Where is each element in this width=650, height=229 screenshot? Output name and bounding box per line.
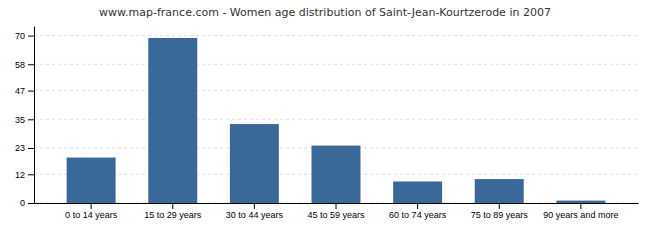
tick-mark [417, 203, 418, 209]
grid-line [34, 35, 638, 36]
tick-label: 35 [15, 115, 25, 125]
grid [34, 36, 638, 203]
tick-mark [28, 148, 34, 149]
axis-line [34, 27, 35, 204]
tick-mark [336, 203, 337, 209]
tick: 60 to 74 years [389, 203, 447, 220]
tick: 23 [15, 143, 34, 153]
tick-label: 23 [15, 143, 25, 153]
bar [556, 201, 605, 203]
tick-mark [172, 203, 173, 209]
grid-line [34, 90, 638, 91]
tick-mark [28, 119, 34, 120]
tick: 0 to 14 years [65, 203, 118, 220]
tick: 90 years and more [543, 203, 618, 220]
grid-line [34, 64, 638, 65]
bar [67, 158, 116, 203]
tick-label: 70 [15, 31, 25, 41]
bar [312, 146, 361, 203]
tick-mark [580, 203, 581, 209]
tick-label: 45 to 59 years [307, 210, 365, 220]
tick-label: 15 to 29 years [144, 210, 202, 220]
tick-label: 60 to 74 years [389, 210, 447, 220]
tick-label: 30 to 44 years [226, 210, 284, 220]
tick: 30 to 44 years [226, 203, 284, 220]
tick-label: 58 [15, 60, 25, 70]
tick-mark [499, 203, 500, 209]
tick: 12 [15, 170, 34, 180]
bar [230, 124, 279, 203]
tick: 58 [15, 60, 34, 70]
tick-label: 47 [15, 86, 25, 96]
tick: 45 to 59 years [307, 203, 365, 220]
bar [475, 179, 524, 203]
tick-mark [28, 174, 34, 175]
tick-label: 90 years and more [543, 210, 618, 220]
bars [67, 38, 606, 203]
tick: 47 [15, 86, 34, 96]
tick-mark [254, 203, 255, 209]
tick-label: 75 to 89 years [471, 210, 529, 220]
bar [393, 181, 442, 203]
tick-label: 0 [20, 198, 25, 208]
chart: www.map-france.com - Women age distribut… [0, 0, 650, 229]
grid-line [34, 119, 638, 120]
bar [148, 38, 197, 203]
y-axis: 0 12 23 35 47 58 70 [15, 27, 35, 209]
tick: 0 [20, 198, 34, 208]
tick: 70 [15, 31, 34, 41]
tick-label: 0 to 14 years [65, 210, 118, 220]
tick-mark [28, 64, 34, 65]
tick-mark [28, 91, 34, 92]
x-axis: 0 to 14 years 15 to 29 years 30 to 44 year… [35, 203, 639, 220]
tick-mark [91, 203, 92, 209]
title: www.map-france.com - Women age distribut… [99, 6, 551, 19]
tick: 75 to 89 years [471, 203, 529, 220]
plot: 0 12 23 35 47 58 70 0 to 14 years 15 to 29 years… [15, 27, 639, 221]
tick-mark [28, 203, 34, 204]
tick-mark [28, 36, 34, 37]
tick-label: 12 [15, 170, 25, 180]
tick: 35 [15, 115, 34, 125]
tick: 15 to 29 years [144, 203, 202, 220]
